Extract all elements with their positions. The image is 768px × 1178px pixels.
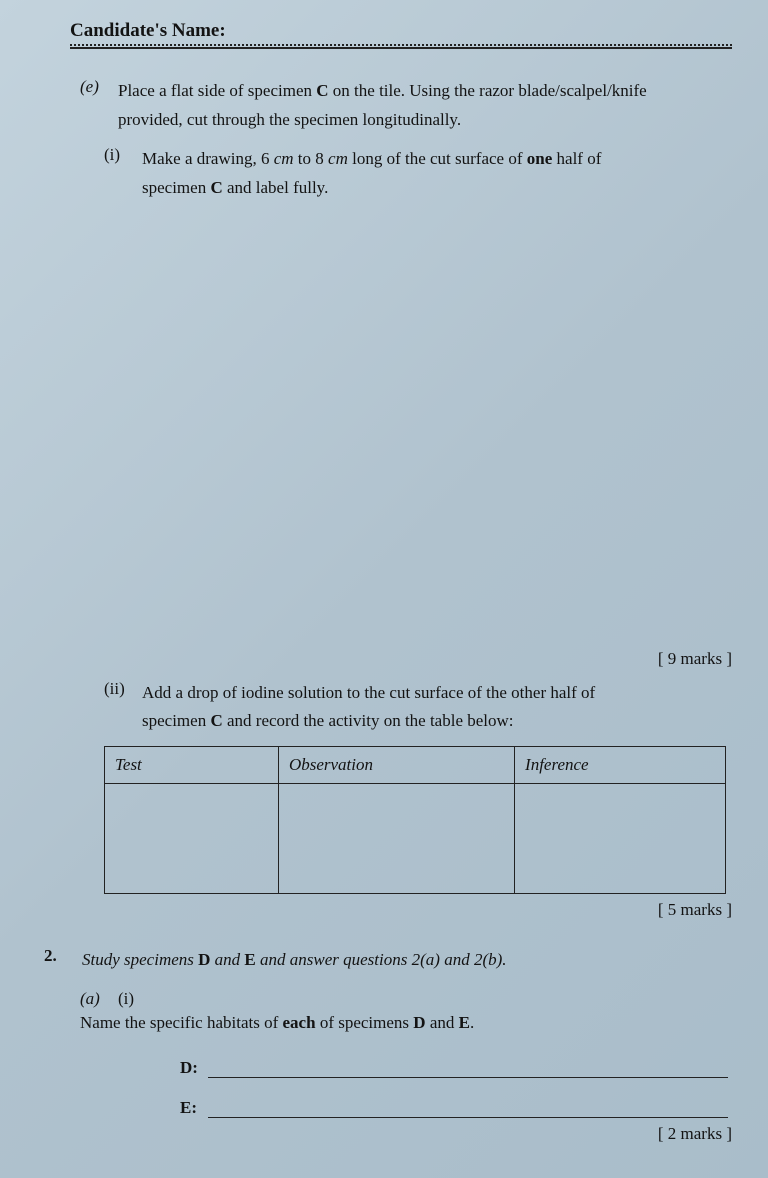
text: Name the specific habitats of: [80, 1013, 283, 1032]
marks-2: [ 2 marks ]: [70, 1124, 732, 1144]
text: (a): [420, 950, 440, 969]
cell-test: [105, 784, 279, 894]
q2-intro: 2. Study specimens D and E and answer qu…: [44, 946, 732, 975]
text: long of the cut surface of: [348, 149, 527, 168]
name-underline: [70, 47, 732, 49]
q-e-i-body: Make a drawing, 6 cm to 8 cm long of the…: [142, 145, 732, 203]
q-e-body: Place a flat side of specimen C on the t…: [118, 77, 732, 135]
text: provided, cut through the specimen longi…: [118, 110, 461, 129]
cm: cm: [328, 149, 348, 168]
spec-c: C: [316, 81, 328, 100]
table-header-row: Test Observation Inference: [105, 747, 726, 784]
text: Make a drawing, 6: [142, 149, 274, 168]
marks-5: [ 5 marks ]: [70, 900, 732, 920]
col-observation: Observation: [278, 747, 514, 784]
text: specimen: [142, 711, 210, 730]
q-e-ii-num: (ii): [104, 679, 138, 699]
text: .: [470, 1013, 474, 1032]
each: each: [283, 1013, 316, 1032]
spec-e: E: [244, 950, 255, 969]
question-e-i: (i) Make a drawing, 6 cm to 8 cm long of…: [104, 145, 732, 203]
cell-observation: [278, 784, 514, 894]
spec-c: C: [210, 711, 222, 730]
text: on the tile. Using the razor blade/scalp…: [329, 81, 647, 100]
q2-num: 2.: [44, 946, 78, 966]
q2-a-i: (a) (i) Name the specific habitats of ea…: [80, 989, 732, 1038]
answer-e: E:: [180, 1098, 732, 1118]
text: and answer questions 2: [256, 950, 420, 969]
marks-9: [ 9 marks ]: [70, 649, 732, 669]
text: half of: [552, 149, 601, 168]
text: specimen: [142, 178, 210, 197]
text: Place a flat side of specimen: [118, 81, 316, 100]
e-label: E:: [180, 1098, 204, 1118]
q2-a-letter: (a): [80, 989, 114, 1009]
cell-inference: [515, 784, 726, 894]
text: and 2: [440, 950, 483, 969]
col-inference: Inference: [515, 747, 726, 784]
observation-table: Test Observation Inference: [104, 746, 726, 894]
question-e-ii: (ii) Add a drop of iodine solution to th…: [104, 679, 732, 737]
text: Add a drop of iodine solution to the cut…: [142, 683, 595, 702]
cm: cm: [274, 149, 294, 168]
e-line: [208, 1104, 728, 1118]
col-test: Test: [105, 747, 279, 784]
text: and: [426, 1013, 459, 1032]
candidate-name-label: Candidate's Name:: [70, 20, 732, 46]
q-e-letter: (e): [80, 77, 114, 97]
text: and record the activity on the table bel…: [223, 711, 514, 730]
drawing-space: [70, 213, 732, 643]
question-2: 2. Study specimens D and E and answer qu…: [70, 946, 732, 1144]
d-line: [208, 1064, 728, 1078]
q2-intro-text: Study specimens D and E and answer quest…: [82, 946, 732, 975]
text: and: [210, 950, 244, 969]
q-e-ii-body: Add a drop of iodine solution to the cut…: [142, 679, 732, 737]
table-row: [105, 784, 726, 894]
text: to 8: [294, 149, 328, 168]
q-e-i-num: (i): [104, 145, 138, 165]
text: (b).: [482, 950, 506, 969]
text: and label fully.: [223, 178, 329, 197]
text: of specimens: [316, 1013, 414, 1032]
q2-a-i-body: Name the specific habitats of each of sp…: [80, 1009, 660, 1038]
text: Study specimens: [82, 950, 198, 969]
exam-page: Candidate's Name: (e) Place a flat side …: [0, 0, 768, 1178]
d-label: D:: [180, 1058, 204, 1078]
spec-d: D: [413, 1013, 425, 1032]
spec-e: E: [459, 1013, 470, 1032]
question-e: (e) Place a flat side of specimen C on t…: [80, 77, 732, 135]
spec-c: C: [210, 178, 222, 197]
q2-a-i-num: (i): [118, 989, 152, 1009]
answer-d: D:: [180, 1058, 732, 1078]
one: one: [527, 149, 553, 168]
spec-d: D: [198, 950, 210, 969]
